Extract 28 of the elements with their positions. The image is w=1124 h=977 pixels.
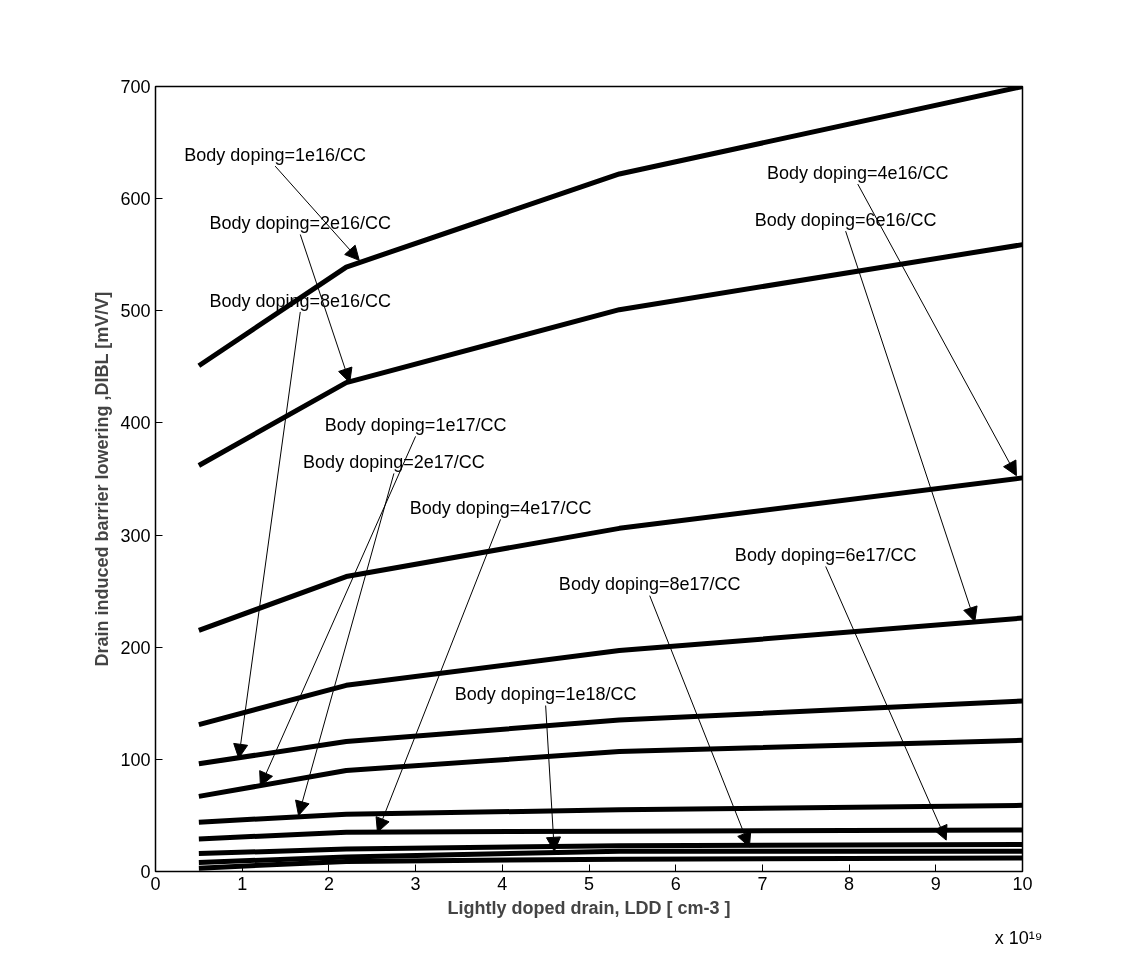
y-tick-label: 300	[120, 525, 151, 546]
y-axis-title: Drain induced barrier lowering ,DIBL [mV/V]	[92, 291, 113, 667]
x-tick-label: 2	[323, 873, 334, 894]
x-tick-label: 1	[237, 873, 248, 894]
annotation: Body doping=6e17/CC	[734, 545, 917, 566]
x-tick-label: 7	[757, 873, 768, 894]
annotation: Body doping=4e16/CC	[766, 162, 949, 183]
x-tick-label: 3	[410, 873, 421, 894]
annotation: Body doping=1e16/CC	[184, 144, 366, 165]
y-tick-label: 200	[120, 637, 151, 658]
annotation: Body doping=6e16/CC	[754, 209, 937, 230]
y-tick-label: 100	[120, 749, 151, 770]
annotation: Body doping=1e18/CC	[454, 684, 637, 705]
annotation: Body doping=4e17/CC	[409, 498, 592, 519]
x-tick-label: 9	[930, 873, 941, 894]
annotation: Body doping=1e17/CC	[324, 415, 507, 436]
x-tick-label: 10	[1012, 873, 1033, 894]
x-tick-label: 5	[583, 873, 595, 894]
y-tick-label: 500	[120, 301, 151, 322]
y-tick-label: 600	[120, 189, 151, 210]
x-tick-label: 4	[497, 873, 508, 894]
x-tick-label: 6	[670, 873, 681, 894]
annotation: Body doping=8e17/CC	[558, 574, 741, 595]
y-tick-label: 400	[120, 413, 151, 434]
x-axis-title: Lightly doped drain, LDD [ cm-3 ]	[447, 897, 731, 918]
x-tick-label: 8	[844, 873, 855, 894]
y-tick-label: 700	[120, 77, 151, 97]
text: x 10¹⁹	[994, 927, 1043, 948]
